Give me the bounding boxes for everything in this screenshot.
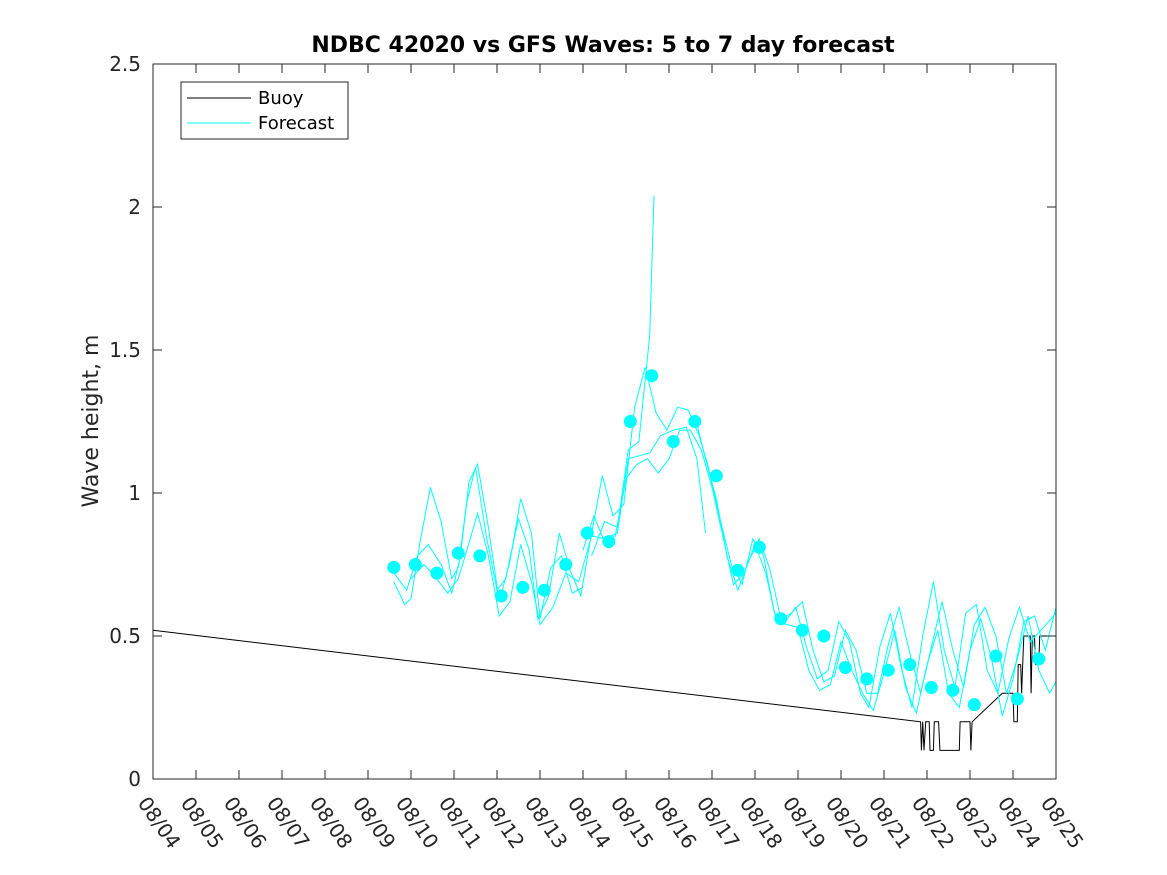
forecast-marker-13	[666, 435, 680, 448]
forecast-marker-3	[451, 546, 465, 560]
forecast-marker-22	[860, 672, 874, 686]
forecast-marker-25	[924, 681, 938, 694]
forecast-marker-29	[1010, 692, 1024, 706]
forecast-marker-16	[731, 563, 745, 577]
forecast-marker-2	[430, 566, 444, 580]
forecast-marker-18	[774, 612, 788, 626]
series-line-buoy	[152, 629, 1056, 751]
forecast-marker-23	[881, 663, 895, 677]
forecast-marker-9	[580, 526, 594, 540]
y-tick-label: 1.5	[109, 338, 141, 362]
forecast-marker-30	[1032, 652, 1046, 666]
forecast-marker-24	[903, 658, 917, 672]
marker-layer	[387, 369, 1046, 712]
forecast-marker-1	[408, 558, 422, 571]
legend: Buoy Forecast	[180, 81, 349, 140]
y-tick-label: 0	[128, 767, 141, 791]
forecast-marker-19	[795, 623, 809, 637]
forecast-marker-21	[838, 661, 852, 674]
y-axis-title: Wave height, m	[79, 335, 104, 508]
y-tick-label: 1	[128, 481, 141, 505]
forecast-marker-7	[537, 583, 551, 597]
forecast-marker-10	[602, 535, 616, 549]
forecast-marker-0	[387, 560, 401, 574]
forecast-marker-6	[516, 580, 530, 594]
forecast-marker-8	[559, 558, 573, 571]
forecast-marker-17	[752, 540, 766, 554]
y-tick-label: 0.5	[109, 624, 141, 648]
forecast-marker-5	[494, 589, 508, 603]
series-line-forecast-member-5	[591, 195, 655, 557]
legend-label-buoy: Buoy	[258, 88, 304, 109]
forecast-marker-12	[645, 369, 659, 383]
forecast-marker-15	[709, 469, 723, 483]
y-tick-label: 2	[128, 195, 141, 219]
legend-box	[180, 81, 349, 140]
y-tick-label: 2.5	[109, 52, 141, 76]
forecast-marker-14	[688, 415, 702, 428]
axes-box	[152, 63, 1057, 780]
legend-label-forecast: Forecast	[258, 113, 334, 134]
forecast-marker-28	[989, 649, 1003, 663]
series-line-forecast-member-4	[582, 429, 1057, 717]
forecast-marker-4	[473, 549, 487, 563]
series-line-forecast-member-2	[393, 462, 584, 619]
forecast-marker-20	[817, 629, 831, 643]
y-axis: 0 0.5 1 1.5 2 2.5	[109, 52, 1056, 791]
forecast-marker-26	[946, 683, 960, 697]
series-line-forecast-member-3	[410, 426, 706, 626]
forecast-marker-27	[967, 698, 981, 712]
forecast-marker-11	[623, 415, 637, 428]
chart-title: NDBC 42020 vs GFS Waves: 5 to 7 day fore…	[311, 33, 895, 58]
